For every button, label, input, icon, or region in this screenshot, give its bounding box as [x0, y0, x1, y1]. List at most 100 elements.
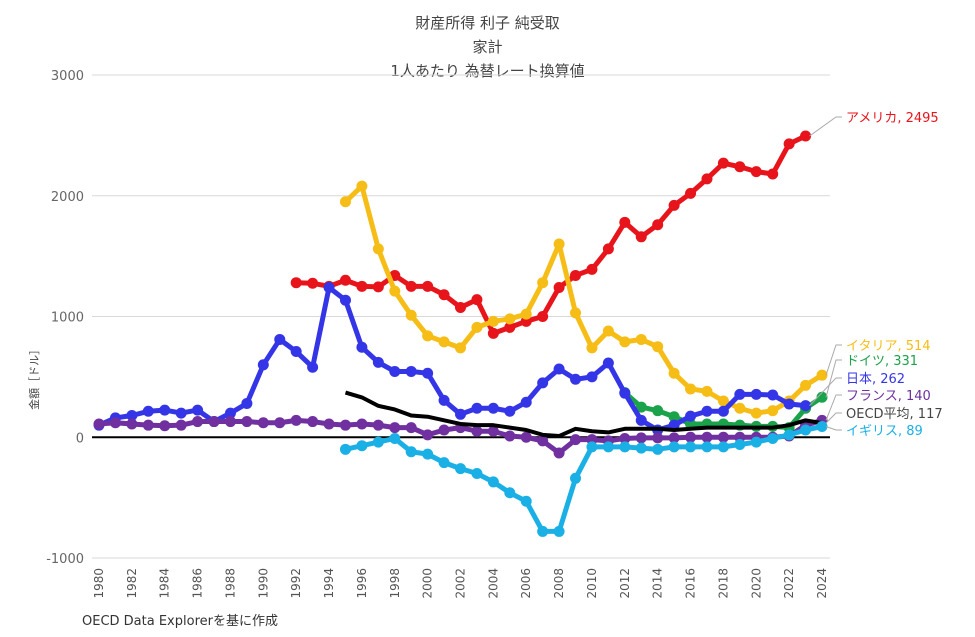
data-point: [471, 321, 483, 333]
chart-title-line2: 家計: [472, 38, 503, 56]
series-end-label: イギリス, 89: [846, 424, 923, 439]
data-point: [109, 417, 121, 429]
data-point: [323, 418, 335, 430]
data-point: [767, 405, 779, 417]
data-point: [537, 377, 549, 389]
data-point: [372, 356, 384, 368]
x-tick-label: 2008: [552, 568, 566, 599]
data-point: [619, 336, 631, 348]
data-point: [126, 410, 138, 422]
data-point: [274, 333, 286, 345]
series-end-label: イタリア, 514: [846, 339, 931, 354]
data-point: [422, 280, 434, 292]
data-point: [668, 432, 680, 444]
label-leader-line: [825, 412, 842, 424]
label-leader-line: [825, 344, 842, 376]
data-point: [767, 389, 779, 401]
data-point: [274, 417, 286, 429]
data-point: [717, 157, 729, 169]
data-point: [339, 419, 351, 431]
data-point: [635, 333, 647, 345]
data-point: [241, 397, 253, 409]
x-tick-label: 2020: [749, 568, 763, 599]
x-tick-label: 1986: [191, 568, 205, 599]
data-point: [339, 294, 351, 306]
data-point: [307, 361, 319, 373]
data-point: [783, 138, 795, 150]
data-point: [290, 346, 302, 358]
data-point: [405, 446, 417, 458]
data-point: [438, 336, 450, 348]
data-point: [570, 434, 582, 446]
data-point: [290, 414, 302, 426]
x-tick-label: 1980: [92, 568, 106, 599]
data-point: [438, 424, 450, 436]
label-leader-line: [825, 394, 842, 421]
series-end-label: ドイツ, 331: [846, 354, 918, 369]
data-point: [307, 416, 319, 428]
data-point: [734, 402, 746, 414]
data-point: [126, 418, 138, 430]
data-point: [685, 410, 697, 422]
y-tick-label: 1000: [51, 311, 84, 326]
data-point: [734, 438, 746, 450]
data-point: [405, 422, 417, 434]
data-point: [685, 383, 697, 395]
data-point: [389, 365, 401, 377]
data-point: [487, 402, 499, 414]
data-point: [783, 398, 795, 410]
data-point: [701, 441, 713, 453]
data-point: [816, 421, 828, 433]
data-point: [520, 396, 532, 408]
data-point: [570, 269, 582, 281]
data-point: [635, 432, 647, 444]
series-end-label: 日本, 262: [846, 372, 905, 387]
data-point: [504, 405, 516, 417]
data-point: [668, 411, 680, 423]
data-point: [438, 289, 450, 301]
data-point: [224, 407, 236, 419]
data-point: [504, 430, 516, 442]
chart-title-line1: 財産所得 利子 純受取: [415, 14, 560, 32]
data-point: [372, 419, 384, 431]
data-point: [224, 416, 236, 428]
y-axis-label: 金額［ドル］: [27, 344, 41, 410]
data-point: [553, 282, 565, 294]
data-point: [668, 199, 680, 211]
data-point: [701, 173, 713, 185]
data-point: [487, 425, 499, 437]
x-tick-label: 1988: [223, 568, 237, 599]
data-point: [323, 282, 335, 294]
data-point: [553, 363, 565, 375]
data-point: [504, 321, 516, 333]
data-point: [175, 407, 187, 419]
y-tick-label: 3000: [51, 69, 84, 84]
data-point: [192, 416, 204, 428]
data-point: [668, 441, 680, 453]
data-point: [816, 369, 828, 381]
x-tick-label: 1992: [289, 568, 303, 599]
data-point: [750, 407, 762, 419]
data-point: [586, 441, 598, 453]
data-point: [339, 443, 351, 455]
data-point: [635, 442, 647, 454]
data-point: [602, 243, 614, 255]
data-point: [635, 401, 647, 413]
data-point: [734, 161, 746, 173]
data-point: [816, 391, 828, 403]
data-point: [356, 418, 368, 430]
data-point: [734, 388, 746, 400]
data-point: [668, 367, 680, 379]
data-point: [553, 525, 565, 537]
data-point: [619, 432, 631, 444]
data-point: [307, 277, 319, 289]
data-point: [290, 277, 302, 289]
x-tick-label: 2024: [815, 568, 829, 599]
data-point: [422, 330, 434, 342]
data-point: [717, 431, 729, 443]
series-line-日本: [97, 285, 806, 433]
data-point: [422, 429, 434, 441]
data-point: [652, 405, 664, 417]
footer-source: OECD Data Explorerを基に作成: [82, 614, 278, 629]
data-point: [586, 342, 598, 354]
